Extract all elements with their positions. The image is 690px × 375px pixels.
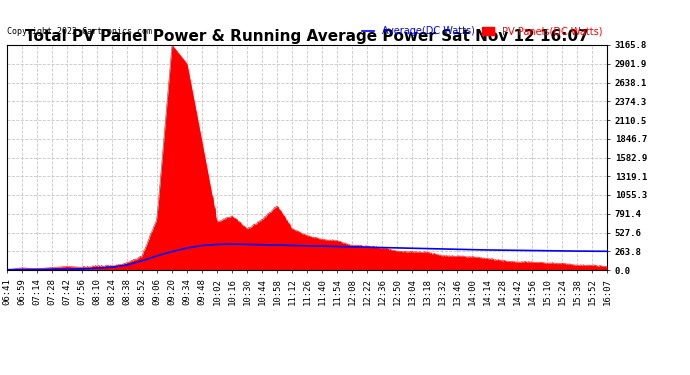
- Title: Total PV Panel Power & Running Average Power Sat Nov 12 16:07: Total PV Panel Power & Running Average P…: [25, 29, 589, 44]
- Text: Copyright 2022 Cartronics.com: Copyright 2022 Cartronics.com: [7, 27, 152, 36]
- Legend: Average(DC Watts), PV Panels(DC Watts): Average(DC Watts), PV Panels(DC Watts): [362, 26, 602, 36]
